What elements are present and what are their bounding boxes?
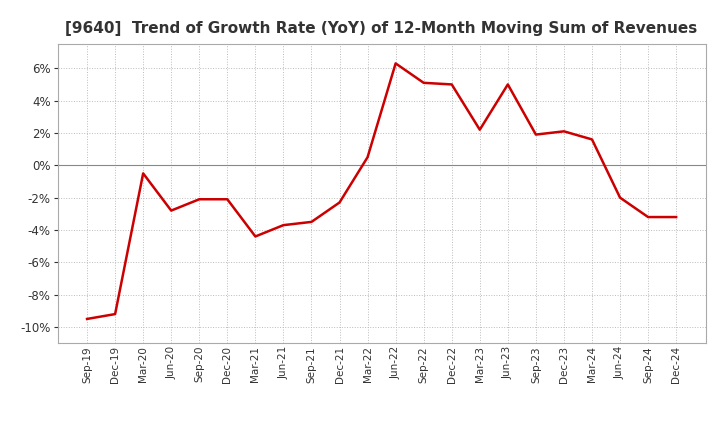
Title: [9640]  Trend of Growth Rate (YoY) of 12-Month Moving Sum of Revenues: [9640] Trend of Growth Rate (YoY) of 12-… bbox=[66, 21, 698, 36]
